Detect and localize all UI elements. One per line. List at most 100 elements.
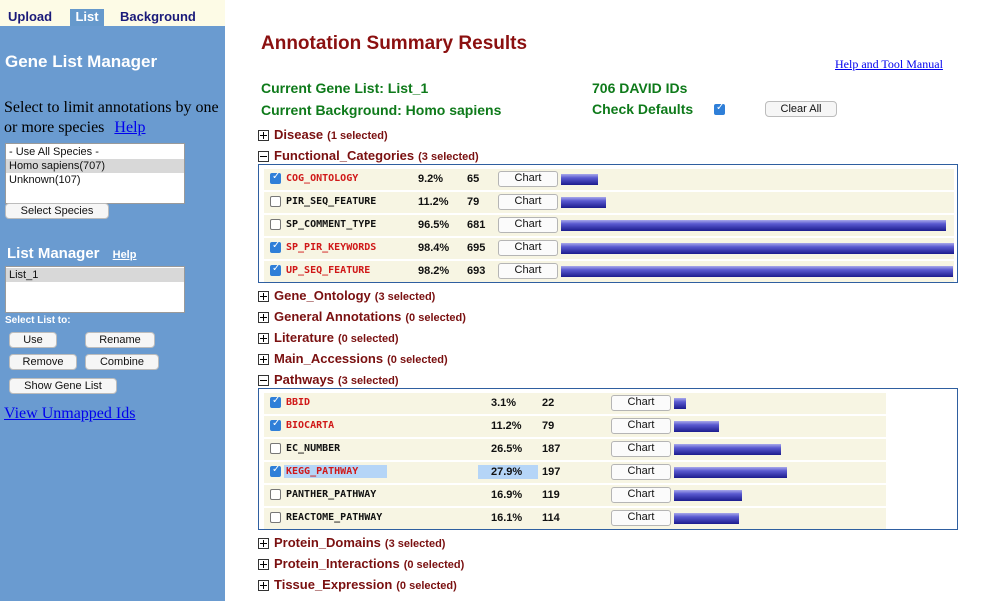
help-manual-link[interactable]: Help and Tool Manual	[835, 57, 943, 71]
annotation-name[interactable]: REACTOME_PATHWAY	[286, 512, 383, 523]
gene-list-manager-title: Gene List Manager	[5, 52, 158, 71]
chart-button[interactable]: Chart	[498, 263, 558, 279]
tab-list[interactable]: List	[70, 9, 104, 26]
category-selected-count: (1 selected)	[327, 130, 388, 142]
annotation-name[interactable]: BBID	[286, 397, 311, 408]
expand-icon[interactable]	[258, 538, 269, 549]
category-selected-count: (3 selected)	[418, 151, 479, 163]
percentage-bar	[674, 444, 781, 455]
percentage-bar	[561, 266, 953, 277]
annotation-name[interactable]: EC_NUMBER	[286, 443, 341, 454]
show-gene-list-button[interactable]: Show Gene List	[9, 378, 117, 394]
annotation-percent: 98.4%	[418, 242, 450, 254]
remove-button[interactable]: Remove	[9, 354, 77, 370]
rename-button[interactable]: Rename	[85, 332, 155, 348]
use-button[interactable]: Use	[9, 332, 57, 348]
annotation-name[interactable]: PANTHER_PATHWAY	[286, 489, 377, 500]
row-checkbox[interactable]	[270, 418, 281, 431]
species-select[interactable]: - Use All Species - Homo sapiens(707) Un…	[5, 143, 185, 204]
combine-button[interactable]: Combine	[85, 354, 159, 370]
select-species-button[interactable]: Select Species	[5, 203, 109, 219]
category-name: Tissue_Expression	[274, 577, 393, 592]
collapse-icon[interactable]	[258, 151, 269, 162]
chart-button[interactable]: Chart	[498, 240, 558, 256]
percentage-bar	[674, 467, 787, 478]
gene-lists-select[interactable]: List_1	[5, 266, 185, 313]
annotation-count: 695	[467, 242, 486, 254]
annotation-percent: 9.2%	[418, 173, 444, 185]
chart-button[interactable]: Chart	[498, 217, 558, 233]
category-selected-count: (0 selected)	[337, 333, 399, 345]
chart-button[interactable]: Chart	[498, 194, 558, 210]
species-option[interactable]: Unknown(107)	[9, 174, 81, 186]
view-unmapped-ids-link[interactable]: View Unmapped Ids	[4, 405, 136, 422]
expand-icon[interactable]	[258, 354, 269, 365]
annotation-percent: 16.1%	[491, 512, 523, 524]
percentage-bar	[674, 490, 742, 501]
check-defaults-label: Check Defaults	[592, 101, 694, 117]
tab-background[interactable]: Background	[120, 9, 196, 24]
annotation-count: 197	[542, 466, 561, 478]
row-checkbox[interactable]	[270, 196, 281, 207]
annotation-percent: 98.2%	[418, 265, 450, 277]
selection-highlight	[284, 465, 387, 478]
row-checkbox[interactable]	[270, 443, 281, 454]
percentage-bar	[561, 220, 946, 231]
species-option-selected[interactable]: Homo sapiens(707)	[6, 159, 184, 173]
annotation-name[interactable]: SP_COMMENT_TYPE	[286, 219, 377, 230]
chart-button[interactable]: Chart	[611, 487, 671, 503]
annotation-name[interactable]: SP_PIR_KEYWORDS	[286, 242, 377, 253]
tab-upload[interactable]: Upload	[8, 9, 53, 24]
row-checkbox[interactable]	[270, 171, 281, 184]
row-checkbox[interactable]	[270, 240, 281, 253]
row-checkbox[interactable]	[270, 395, 281, 408]
category-selected-count: (3 selected)	[337, 375, 399, 387]
expand-icon[interactable]	[258, 312, 269, 323]
row-checkbox[interactable]	[270, 263, 281, 276]
row-checkbox[interactable]	[270, 464, 281, 477]
row-checkbox[interactable]	[270, 512, 281, 523]
expand-icon[interactable]	[258, 291, 269, 302]
annotation-count: 681	[467, 219, 486, 231]
species-option[interactable]: - Use All Species -	[9, 146, 99, 158]
page-title: Annotation Summary Results	[261, 33, 528, 54]
david-ids-count: 706 DAVID IDs	[592, 80, 688, 96]
species-help-link[interactable]: Help	[114, 119, 146, 136]
category-selected-count: (0 selected)	[387, 354, 448, 366]
chart-button[interactable]: Chart	[498, 171, 558, 187]
expand-icon[interactable]	[258, 559, 269, 570]
annotation-percent: 96.5%	[418, 219, 450, 231]
annotation-count: 693	[467, 265, 486, 277]
annotation-name[interactable]: UP_SEQ_FEATURE	[286, 265, 371, 276]
annotation-count: 79	[467, 196, 480, 208]
annotation-percent: 11.2%	[418, 196, 449, 208]
table-row: BBID 3.1% 22 Chart	[264, 393, 886, 414]
annotation-name[interactable]: PIR_SEQ_FEATURE	[286, 196, 377, 207]
expand-icon[interactable]	[258, 130, 269, 141]
row-checkbox[interactable]	[270, 219, 281, 230]
annotation-count: 79	[542, 420, 555, 432]
annotation-percent: 3.1%	[491, 397, 517, 409]
expand-icon[interactable]	[258, 580, 269, 591]
chart-button[interactable]: Chart	[611, 441, 671, 457]
chart-button[interactable]: Chart	[611, 418, 671, 434]
expand-icon[interactable]	[258, 333, 269, 344]
chart-button[interactable]: Chart	[611, 395, 671, 411]
annotation-name[interactable]: BIOCARTA	[286, 420, 335, 431]
row-checkbox[interactable]	[270, 489, 281, 500]
clear-all-button[interactable]: Clear All	[765, 101, 837, 117]
list-manager-help-link[interactable]: Help	[112, 249, 137, 261]
annotation-name[interactable]: KEGG_PATHWAY	[286, 466, 359, 477]
list-item[interactable]: List_1	[6, 268, 184, 282]
table-row: SP_COMMENT_TYPE 96.5% 681 Chart	[264, 215, 954, 236]
chart-button[interactable]: Chart	[611, 510, 671, 526]
chart-button[interactable]: Chart	[611, 464, 671, 480]
table-row: UP_SEQ_FEATURE 98.2% 693 Chart	[264, 261, 954, 282]
category-selected-count: (0 selected)	[403, 559, 465, 571]
annotation-name[interactable]: COG_ONTOLOGY	[286, 173, 359, 184]
check-defaults-checkbox[interactable]	[714, 102, 725, 115]
category-selected-count: (0 selected)	[396, 580, 457, 592]
annotation-percent: 11.2%	[491, 420, 522, 432]
collapse-icon[interactable]	[258, 375, 269, 386]
tab-bar: Upload List Background	[0, 0, 225, 26]
